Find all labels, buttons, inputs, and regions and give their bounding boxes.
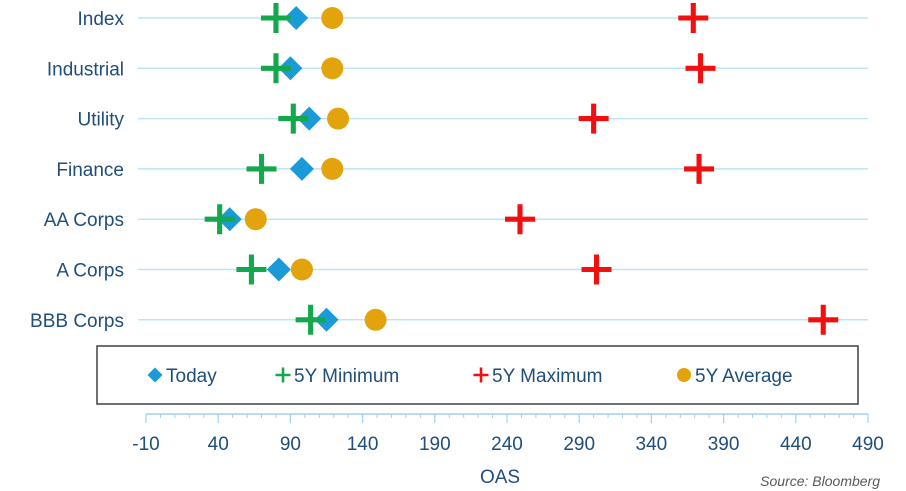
x-tick-label: 290 bbox=[563, 434, 595, 455]
x-axis-title: OAS bbox=[480, 467, 520, 488]
source-note: Source: Bloomberg bbox=[760, 473, 880, 489]
category-label: A Corps bbox=[56, 261, 124, 282]
data-point bbox=[284, 6, 309, 30]
data-point bbox=[297, 106, 322, 131]
x-tick-label: 390 bbox=[708, 434, 740, 455]
data-point bbox=[678, 3, 709, 33]
legend-label: Today bbox=[166, 366, 217, 387]
data-point bbox=[244, 208, 267, 231]
x-tick-label: -10 bbox=[132, 434, 159, 455]
data-point bbox=[260, 3, 291, 33]
legend: Today 5Y Minimum 5Y Maximum 5Y Average bbox=[96, 345, 859, 405]
data-point bbox=[295, 304, 326, 335]
category-label: BBB Corps bbox=[30, 311, 124, 332]
data-points bbox=[204, 3, 839, 335]
legend-marker bbox=[677, 368, 691, 382]
legend-item: Today bbox=[147, 366, 217, 387]
series-5y-minimum bbox=[204, 3, 326, 335]
data-point bbox=[321, 7, 344, 29]
category-label: Utility bbox=[78, 110, 125, 131]
legend-marker bbox=[473, 367, 489, 383]
category-label: Industrial bbox=[47, 59, 124, 80]
x-tick-label: 340 bbox=[636, 434, 668, 455]
legend-item: 5Y Maximum bbox=[473, 366, 603, 387]
legend-marker bbox=[147, 367, 163, 383]
data-point bbox=[278, 103, 309, 134]
data-point bbox=[266, 257, 291, 282]
data-point bbox=[581, 254, 612, 285]
data-point bbox=[204, 204, 235, 235]
data-point bbox=[808, 304, 839, 335]
x-tick-label: 90 bbox=[280, 434, 301, 455]
data-point bbox=[236, 254, 267, 285]
data-point bbox=[327, 107, 350, 130]
legend-label: 5Y Average bbox=[695, 366, 793, 387]
data-point bbox=[321, 57, 344, 80]
data-point bbox=[314, 307, 339, 332]
data-point bbox=[578, 103, 609, 134]
data-point bbox=[321, 157, 344, 180]
category-label: AA Corps bbox=[44, 210, 124, 231]
legend-item: 5Y Minimum bbox=[275, 366, 399, 387]
data-point bbox=[246, 153, 277, 184]
x-tick-label: 40 bbox=[208, 434, 229, 455]
legend-marker bbox=[275, 367, 291, 383]
data-point bbox=[364, 308, 387, 331]
data-point bbox=[684, 153, 715, 184]
x-tick-label: 240 bbox=[491, 434, 523, 455]
data-point bbox=[290, 258, 313, 281]
data-point bbox=[260, 53, 291, 84]
category-label: Finance bbox=[56, 160, 124, 181]
series-5y-average bbox=[244, 7, 387, 331]
x-tick-label: 190 bbox=[419, 434, 451, 455]
legend-label: 5Y Minimum bbox=[294, 366, 399, 387]
category-labels: Index Industrial Utility Finance AA Corps A C… bbox=[30, 9, 124, 332]
data-point bbox=[289, 156, 314, 181]
x-tick-label: 440 bbox=[780, 434, 812, 455]
legend-item: 5Y Average bbox=[677, 366, 793, 387]
x-tick-label: 140 bbox=[347, 434, 379, 455]
legend-label: 5Y Maximum bbox=[492, 366, 603, 387]
x-axis: -10 40 90 140 190 240 290 340 390 440 490 bbox=[132, 413, 884, 455]
x-tick-label: 490 bbox=[852, 434, 884, 455]
data-point bbox=[504, 204, 535, 235]
category-label: Index bbox=[78, 9, 125, 30]
data-point bbox=[685, 53, 716, 84]
series-5y-maximum bbox=[504, 3, 839, 335]
